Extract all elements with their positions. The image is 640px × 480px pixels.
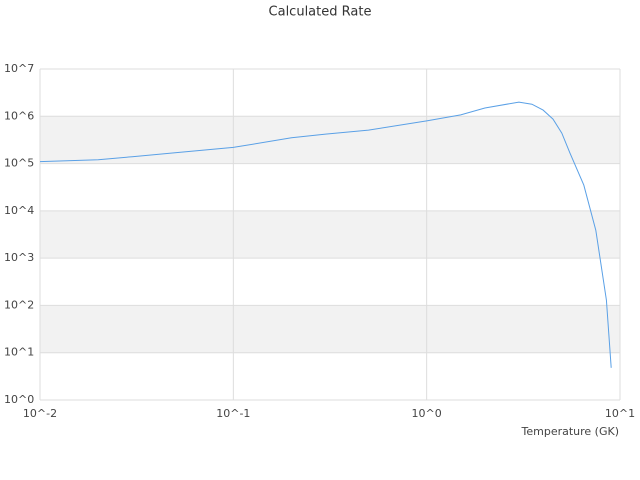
data-line — [39, 101, 612, 368]
x-tick-label: 10^-2 — [23, 407, 57, 420]
band — [40, 116, 620, 164]
x-tick-label: 10^1 — [605, 407, 635, 420]
x-tick-label: 10^-1 — [216, 407, 250, 420]
chart-title: Calculated Rate — [269, 5, 372, 20]
y-tick-label: 10^6 — [4, 109, 34, 122]
y-tick-label: 10^3 — [4, 251, 34, 264]
plot-background — [40, 116, 620, 353]
y-tick-label: 10^7 — [4, 62, 34, 75]
y-tick-label: 10^5 — [4, 157, 34, 170]
x-axis-label: Temperature (GK) — [521, 425, 620, 438]
band — [40, 305, 620, 353]
y-tick-label: 10^1 — [4, 346, 34, 359]
x-tick-label: 10^0 — [412, 407, 442, 420]
band — [40, 210, 620, 259]
y-tick-label: 10^0 — [4, 393, 34, 406]
y-tick-label: 10^2 — [4, 298, 34, 311]
y-tick-label: 10^4 — [4, 204, 34, 217]
